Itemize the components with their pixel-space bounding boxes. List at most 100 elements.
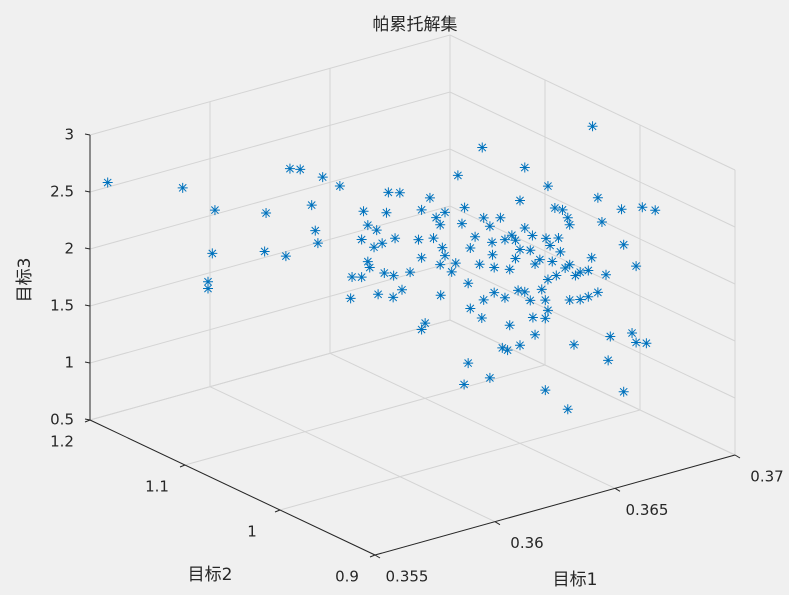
point (562, 404, 573, 415)
point (596, 216, 607, 227)
point (519, 162, 530, 173)
point (463, 278, 474, 289)
y-tick-label: 1 (247, 523, 257, 541)
point (416, 204, 427, 215)
point (347, 271, 358, 282)
grid-line (209, 386, 496, 523)
z-tick (84, 361, 91, 364)
z-tick (84, 304, 91, 307)
point (261, 208, 272, 219)
point (439, 207, 450, 218)
point (568, 339, 579, 350)
point (527, 312, 538, 323)
x-tick (494, 521, 501, 526)
grid-line (89, 91, 736, 228)
y-tick-label: 1.1 (145, 478, 169, 496)
point (478, 294, 489, 305)
point (513, 285, 524, 296)
point (396, 284, 407, 295)
point (575, 267, 586, 278)
point (463, 358, 474, 369)
point (560, 262, 571, 273)
z-tick-label: 1 (64, 354, 74, 372)
point (510, 235, 521, 246)
point (489, 287, 500, 298)
y-tick-label: 1.2 (50, 433, 74, 451)
point (373, 289, 384, 300)
point (437, 242, 448, 253)
point (570, 270, 581, 281)
point (383, 187, 394, 198)
point (390, 233, 401, 244)
point (540, 295, 551, 306)
point (310, 225, 321, 236)
point (601, 269, 611, 280)
x-tick-label: 0.355 (386, 568, 429, 586)
point (618, 239, 629, 250)
point (510, 253, 521, 264)
point (424, 192, 435, 203)
grid-line (89, 34, 736, 171)
point (358, 206, 369, 217)
point (476, 312, 487, 323)
grid-line (89, 205, 736, 342)
point (209, 205, 220, 216)
point (371, 225, 382, 236)
point (564, 295, 575, 306)
point (562, 212, 573, 223)
point (542, 181, 553, 192)
grid-line (89, 319, 736, 456)
point (502, 345, 513, 356)
point (504, 264, 515, 275)
point (487, 249, 498, 260)
grid-line (279, 409, 641, 511)
point (549, 202, 560, 213)
x-axis-line (374, 454, 736, 556)
point (530, 259, 541, 270)
y-tick (369, 554, 376, 558)
y-axis-line (89, 419, 376, 556)
x-tick (374, 554, 381, 559)
point (177, 182, 188, 193)
z-tick-label: 0.5 (50, 411, 74, 429)
point (637, 202, 648, 213)
point (564, 259, 575, 270)
point (420, 318, 431, 329)
point (515, 244, 525, 255)
point (446, 266, 457, 277)
point (428, 233, 439, 244)
point (583, 265, 594, 276)
point (362, 220, 373, 231)
grid-line (89, 262, 736, 399)
point (557, 204, 568, 215)
point (547, 256, 558, 267)
point (459, 202, 470, 213)
z-tick-label: 3 (64, 126, 74, 144)
point (435, 219, 446, 230)
point (519, 222, 530, 233)
point (306, 200, 317, 211)
point (435, 290, 446, 301)
point (592, 287, 603, 298)
y-axis-label: 目标2 (188, 565, 233, 585)
x-tick (734, 454, 741, 459)
point (450, 258, 461, 269)
point (650, 205, 661, 216)
point (583, 291, 594, 302)
point (452, 170, 463, 181)
point (551, 270, 562, 281)
point (280, 251, 291, 262)
x-tick-label: 0.36 (510, 534, 543, 552)
point (394, 187, 405, 198)
z-tick (84, 133, 91, 136)
point (456, 218, 467, 229)
point (616, 204, 627, 215)
point (618, 386, 629, 397)
point (362, 256, 373, 267)
point (207, 248, 218, 259)
point (541, 233, 552, 244)
point (519, 286, 530, 297)
point (317, 172, 328, 183)
point (603, 355, 614, 366)
